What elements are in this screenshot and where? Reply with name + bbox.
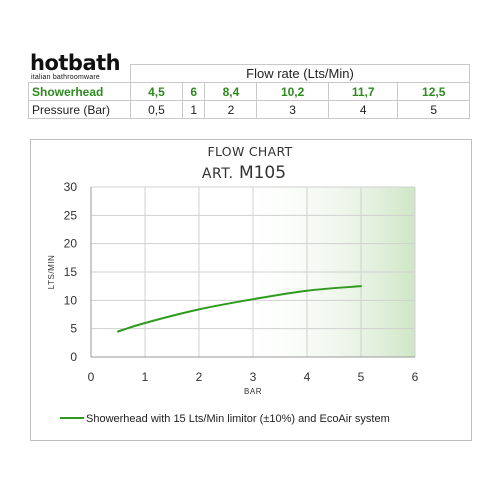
x-tick-label: 2 [196,370,203,384]
series-line [117,285,362,333]
y-tick-label: 0 [70,350,77,364]
y-tick-label: 5 [70,322,77,336]
row-label: Pressure (Bar) [28,100,131,119]
series-lines [117,285,362,333]
table-cell: 4 [327,100,399,119]
y-tick-label: 20 [64,237,78,251]
flow-rate-header: Flow rate (Lts/Min) [130,64,470,83]
table-row: Showerhead 4,5 6 8,4 10,2 11,7 12,5 [28,82,470,101]
y-tick-label: 15 [64,265,78,279]
x-axis-label: BAR [244,387,262,396]
row-label: Showerhead [28,82,131,101]
table-cell: 12,5 [397,82,470,101]
flow-rate-table: Flow rate (Lts/Min) Showerhead 4,5 6 8,4… [28,64,470,119]
x-tick-label: 6 [412,370,419,384]
legend: Showerhead with 15 Lts/Min limitor (±10%… [60,413,390,425]
y-tick-label: 10 [64,293,78,307]
subtitle-prefix: ART. [201,166,234,182]
table-cell: 2 [204,100,258,119]
legend-entry: Showerhead with 15 Lts/Min limitor (±10%… [86,413,390,425]
logo-wordmark: hotbath [30,51,121,75]
y-tick-label: 25 [64,208,78,222]
x-tick-label: 3 [250,370,257,384]
chart-title: FLOW CHART [207,144,293,159]
table-cell: 5 [397,100,470,119]
y-axis-label: LTS/MIN [47,255,56,289]
x-tick-label: 5 [358,370,365,384]
logo-tagline: italian bathroomware [31,74,100,81]
y-tick-label: 30 [64,180,78,194]
table-row: Pressure (Bar) 0,5 1 2 3 4 5 [28,100,470,119]
x-tick-label: 0 [88,370,95,384]
x-tick-label: 1 [142,370,149,384]
chart-subtitle: ART. M105 [0,163,494,183]
x-tick-label: 4 [304,370,311,384]
table-cell: 0,5 [130,100,183,119]
tick-labels: 0 1 2 3 4 5 6 0 5 10 15 20 25 30 [64,180,419,384]
table-header-row: Flow rate (Lts/Min) [29,64,470,83]
axes [90,187,415,358]
brand-logo: hotbath italian bathroomware [30,52,130,82]
article-code: M105 [238,163,287,183]
